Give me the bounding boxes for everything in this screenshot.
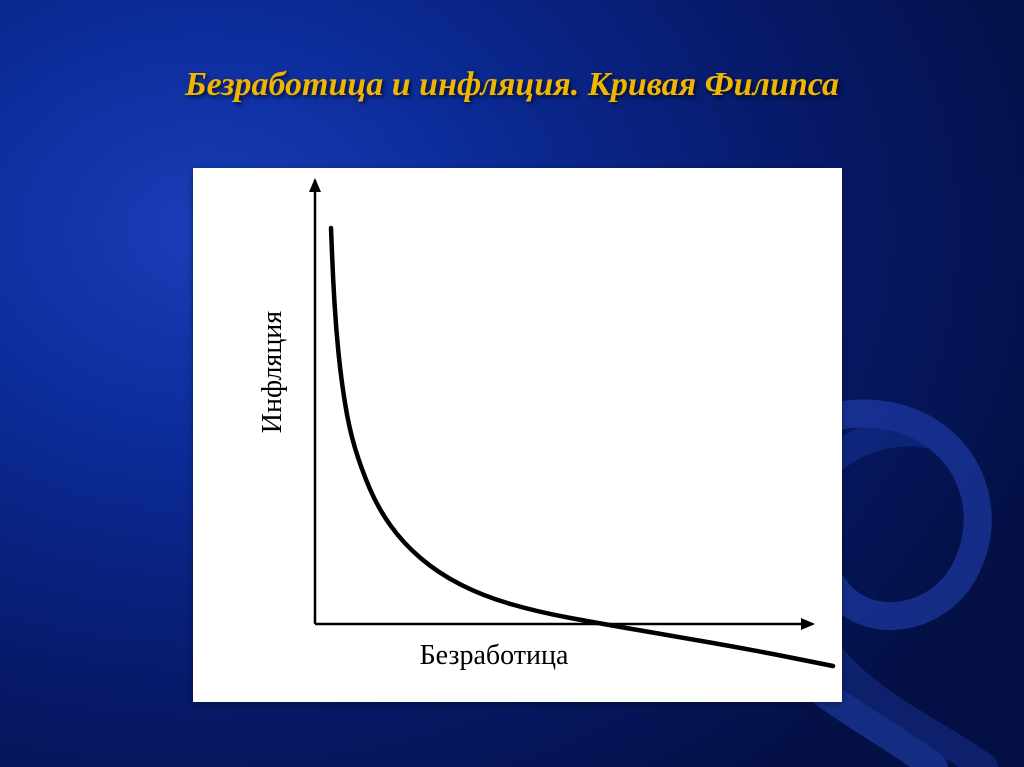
chart-card: Инфляция Безработица [193, 168, 842, 702]
slide: Безработица и инфляция. Кривая Филипса И… [0, 0, 1024, 767]
slide-title: Безработица и инфляция. Кривая Филипса [0, 66, 1024, 104]
y-axis-label: Инфляция [257, 311, 288, 433]
phillips-curve [331, 228, 833, 666]
axes [309, 178, 815, 630]
x-axis-label: Безработица [420, 640, 569, 671]
phillips-curve-chart: Инфляция Безработица [193, 168, 842, 702]
